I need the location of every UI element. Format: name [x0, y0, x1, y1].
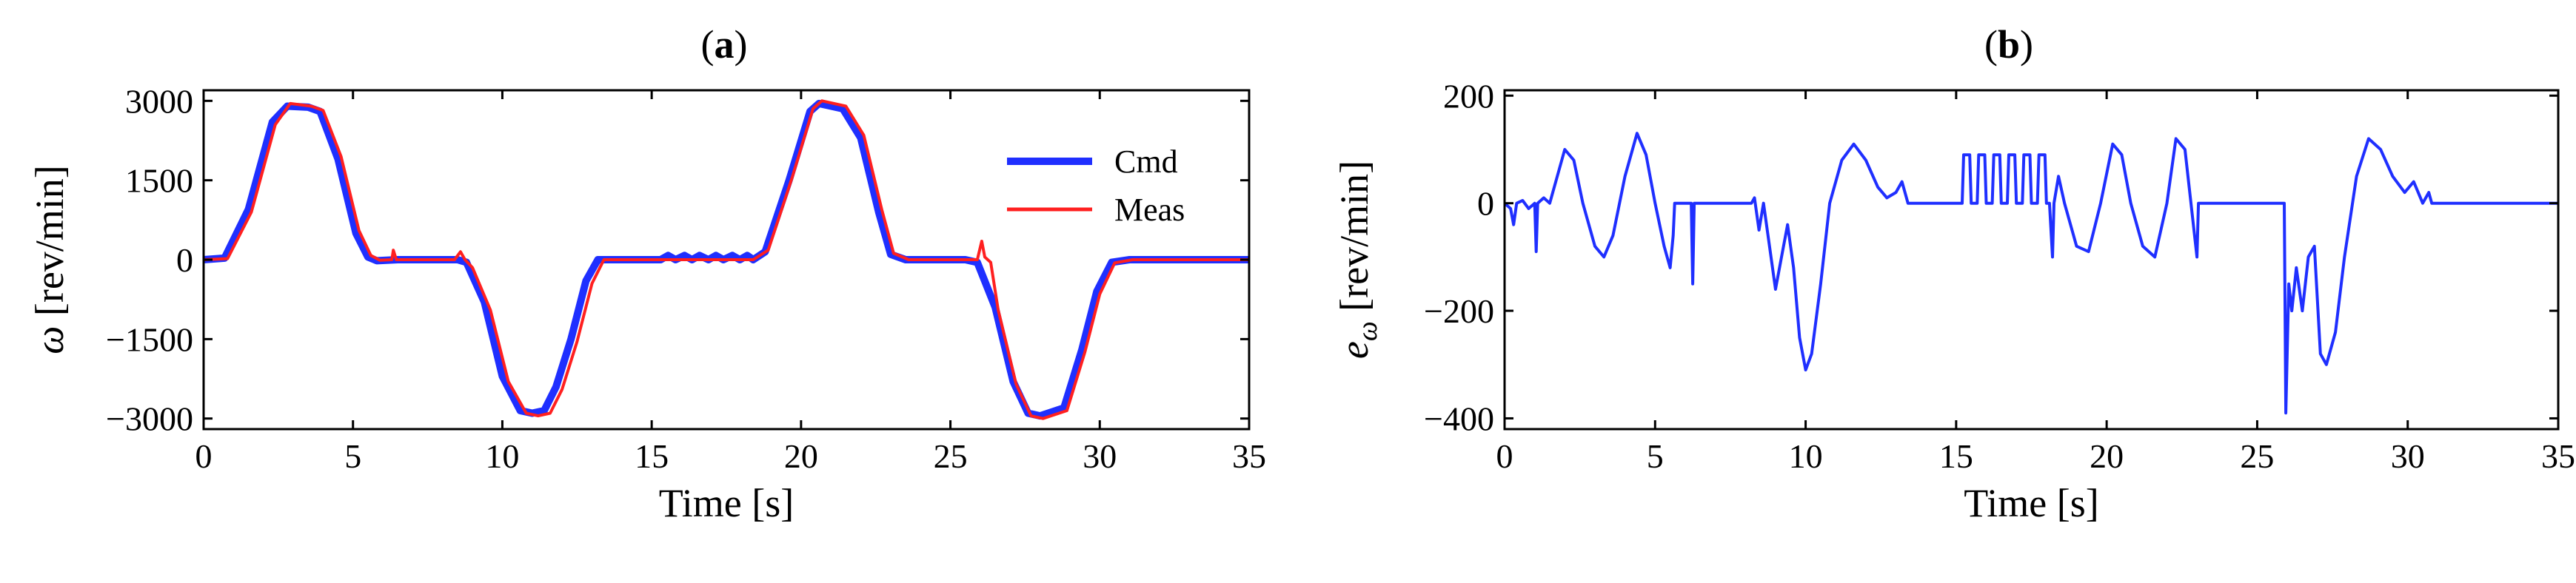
- a-xtick-label: 35: [1232, 437, 1266, 475]
- a-ytick-label: 3000: [125, 82, 193, 120]
- b-xtick-label: 25: [2240, 437, 2274, 475]
- b-ytick-label: 200: [1443, 77, 1494, 115]
- panel-a-label: (a): [701, 22, 748, 67]
- a-ytick-label: −1500: [106, 320, 193, 358]
- chart-b-series: [1503, 132, 2558, 415]
- b-ytick-label: −200: [1424, 292, 1494, 330]
- b-xtick-label: 15: [1939, 437, 1973, 475]
- panel-a-letter: a: [715, 22, 735, 67]
- chart-a-ylabel: ω [rev/min]: [27, 165, 72, 354]
- panel-b-label: (b): [1984, 22, 2033, 67]
- legend-meas-label: Meas: [1114, 192, 1185, 228]
- b-xtick-label: 35: [2541, 437, 2575, 475]
- chart-b-ylabel-unit: [rev/min]: [1332, 161, 1376, 321]
- chart-b-ylabel-main: e: [1332, 341, 1376, 359]
- b-ytick-label: −400: [1424, 400, 1494, 437]
- b-xtick-label: 30: [2391, 437, 2425, 475]
- a-ytick-label: −3000: [106, 400, 193, 438]
- a-xtick-label: 25: [934, 437, 968, 475]
- a-series-meas: [203, 99, 1249, 420]
- chart-b-ylabel: eω [rev/min]: [1332, 161, 1383, 359]
- chart-b: 0 5 10 15 20 25 30 35 −400 −200 0 200 Time [s] eω […: [1332, 77, 2575, 525]
- a-series-cmd: [203, 99, 1249, 420]
- b-xtick-label: 20: [2090, 437, 2124, 475]
- chart-b-xlabel: Time [s]: [1964, 481, 2099, 525]
- chart-b-ylabel-sub: ω: [1352, 321, 1383, 341]
- a-xtick-label: 20: [784, 437, 818, 475]
- a-xtick-label: 30: [1083, 437, 1117, 475]
- a-xtick-label: 0: [195, 437, 213, 475]
- legend-cmd-label: Cmd: [1114, 144, 1178, 180]
- chart-a-ticks: 0 5 10 15 20 25 30 35 −3000 −1500 0 1500 3000: [106, 82, 1266, 475]
- chart-b-ticks: 0 5 10 15 20 25 30 35 −400 −200 0 200: [1424, 77, 2575, 475]
- a-xtick-label: 5: [344, 437, 361, 475]
- chart-b-frame: [1503, 89, 2560, 431]
- b-xtick-label: 0: [1496, 437, 1513, 475]
- chart-a-series: [203, 99, 1249, 420]
- a-ytick-label: 0: [176, 241, 193, 279]
- b-xtick-label: 10: [1789, 437, 1823, 475]
- b-series-e-: [1503, 132, 2558, 415]
- b-ytick-label: 0: [1477, 185, 1494, 223]
- chart-a-ylabel-unit: [rev/min]: [27, 165, 72, 326]
- chart-a-xlabel: Time [s]: [659, 481, 794, 525]
- b-xtick-label: 5: [1647, 437, 1664, 475]
- a-ytick-label: 1500: [125, 162, 193, 200]
- chart-a-ylabel-symbol: ω: [27, 326, 72, 354]
- chart-a: 0 5 10 15 20 25 30 35 −3000 −1500 0 1500 3000 Time […: [27, 82, 1266, 525]
- chart-a-legend: Cmd Meas: [1007, 144, 1185, 228]
- panel-b-letter: b: [1998, 22, 2020, 67]
- a-xtick-label: 15: [635, 437, 669, 475]
- a-xtick-label: 10: [485, 437, 519, 475]
